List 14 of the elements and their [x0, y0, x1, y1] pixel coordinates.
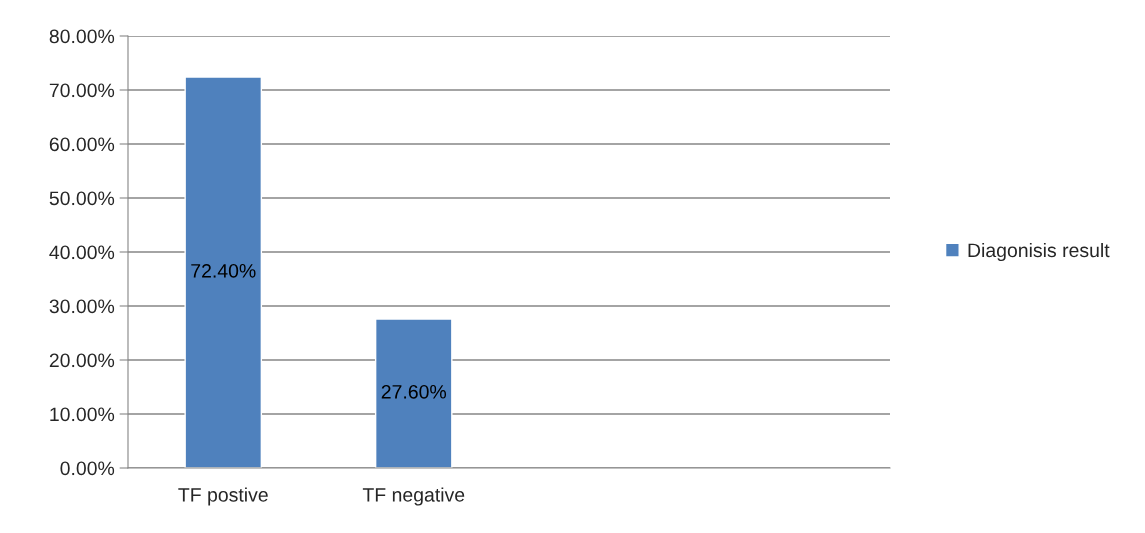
legend-label: Diagonisis result	[968, 242, 1110, 262]
y-tick-label: 30.00%	[49, 299, 115, 314]
y-tick-label: 70.00%	[49, 83, 115, 98]
y-tick-label: 80.00%	[49, 29, 115, 44]
data-label: 72.40%	[191, 263, 256, 278]
y-tick-label: 20.00%	[49, 353, 115, 368]
y-tick-label: 10.00%	[50, 407, 115, 422]
y-tick-label: 50.00%	[49, 191, 115, 206]
x-tick-label: TF postive	[178, 487, 268, 506]
y-tick-label: 40.00%	[49, 245, 115, 260]
x-tick-label: TF negative	[362, 487, 465, 506]
data-label: 27.60%	[381, 384, 447, 399]
y-tick-label: 60.00%	[49, 137, 115, 152]
y-tick-label: 0.00%	[60, 461, 115, 476]
